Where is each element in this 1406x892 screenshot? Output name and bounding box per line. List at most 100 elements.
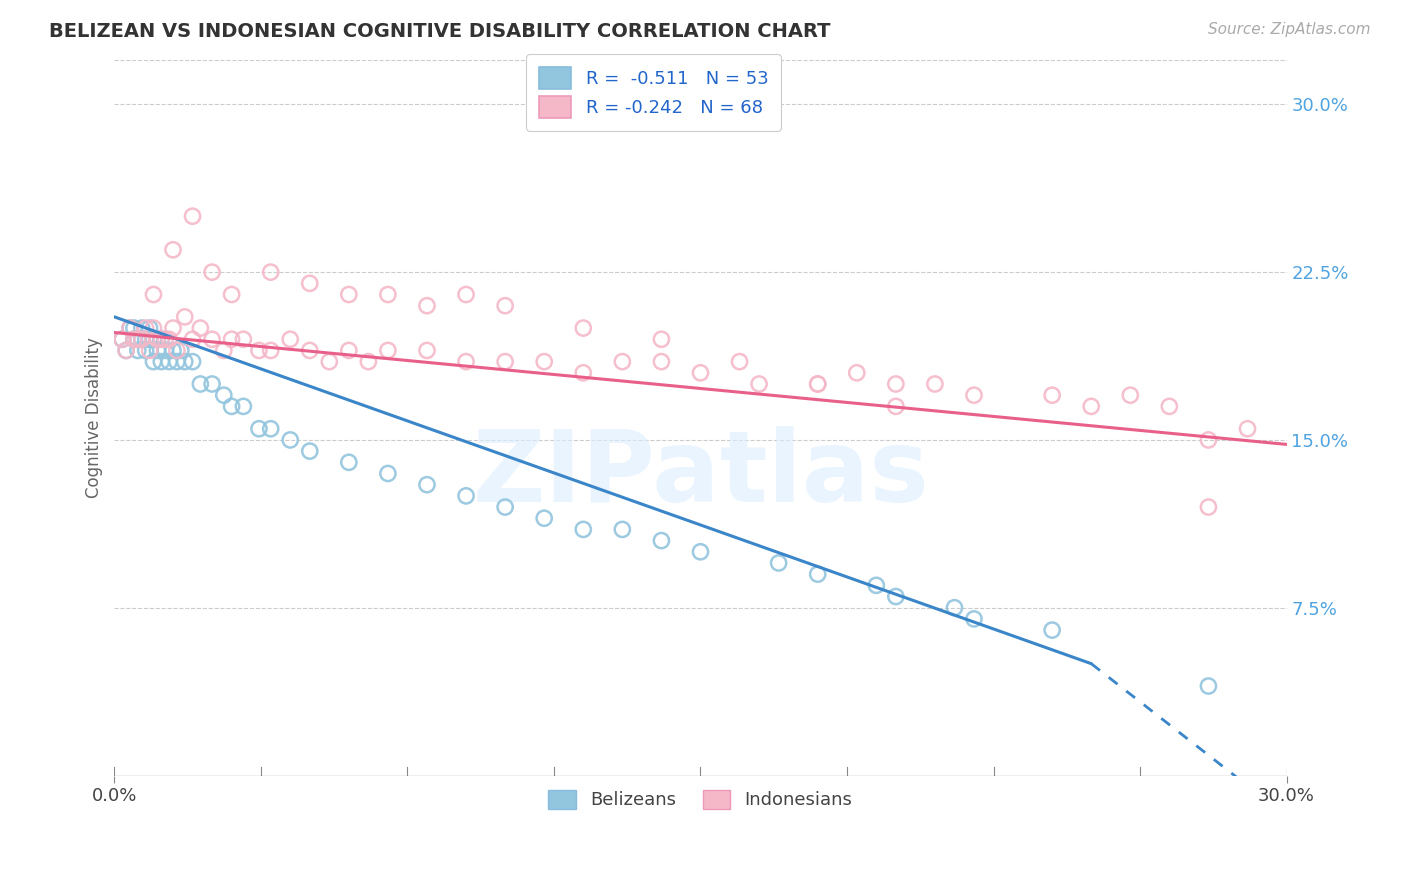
Point [157,354,180,368]
Point [884,376,907,391]
Point [138,343,160,358]
Point [142,332,165,346]
Point [454,287,477,301]
Text: ZIPatlas: ZIPatlas [472,426,929,524]
Point [142,321,165,335]
Point [1080,400,1102,414]
Point [884,590,907,604]
Point [150,354,173,368]
Point [260,265,283,279]
Point [337,343,360,358]
Point [884,400,907,414]
Point [318,354,340,368]
Point [377,343,399,358]
Point [131,332,153,346]
Point [1197,433,1219,447]
Point [337,455,360,469]
Point [190,321,212,335]
Point [298,343,321,358]
Point [963,612,986,626]
Point [533,354,555,368]
Point [807,567,830,582]
Point [212,388,235,402]
Point [118,321,141,335]
Point [221,400,243,414]
Point [115,343,138,358]
Point [135,321,157,335]
Point [1197,500,1219,514]
Point [181,209,204,223]
Text: Source: ZipAtlas.com: Source: ZipAtlas.com [1208,22,1371,37]
Point [115,343,138,358]
Point [377,467,399,481]
Text: BELIZEAN VS INDONESIAN COGNITIVE DISABILITY CORRELATION CHART: BELIZEAN VS INDONESIAN COGNITIVE DISABIL… [49,22,831,41]
Point [845,366,868,380]
Point [377,287,399,301]
Point [146,332,169,346]
Point [689,366,711,380]
Point [963,388,986,402]
Point [260,422,283,436]
Point [572,366,595,380]
Point [221,287,243,301]
Point [1119,388,1142,402]
Legend: Belizeans, Indonesians: Belizeans, Indonesians [541,783,859,816]
Point [865,578,887,592]
Point [166,343,188,358]
Point [533,511,555,525]
Point [247,343,270,358]
Point [612,523,634,537]
Point [650,533,672,548]
Point [146,332,169,346]
Point [157,332,180,346]
Point [1159,400,1181,414]
Point [807,376,830,391]
Point [122,332,145,346]
Point [127,343,149,358]
Point [150,332,173,346]
Point [454,489,477,503]
Point [135,343,157,358]
Y-axis label: Cognitive Disability: Cognitive Disability [86,337,103,498]
Point [181,332,204,346]
Point [201,376,224,391]
Point [1040,623,1063,637]
Point [162,343,184,358]
Point [298,444,321,458]
Point [122,332,145,346]
Point [162,243,184,257]
Point [135,332,157,346]
Point [162,321,184,335]
Point [181,354,204,368]
Point [142,354,165,368]
Point [173,310,195,324]
Point [494,500,516,514]
Point [943,600,966,615]
Point [278,332,301,346]
Point [650,332,672,346]
Point [166,354,188,368]
Point [138,332,160,346]
Point [807,376,830,391]
Point [155,332,177,346]
Point [232,400,254,414]
Point [494,299,516,313]
Point [142,287,165,301]
Point [170,343,193,358]
Point [247,422,270,436]
Point [201,332,224,346]
Point [190,376,212,391]
Point [111,332,134,346]
Point [260,343,283,358]
Point [1197,679,1219,693]
Point [728,354,751,368]
Point [748,376,770,391]
Point [612,354,634,368]
Point [138,321,160,335]
Point [416,299,439,313]
Point [357,354,380,368]
Point [1236,422,1258,436]
Point [298,277,321,291]
Point [572,523,595,537]
Point [150,332,173,346]
